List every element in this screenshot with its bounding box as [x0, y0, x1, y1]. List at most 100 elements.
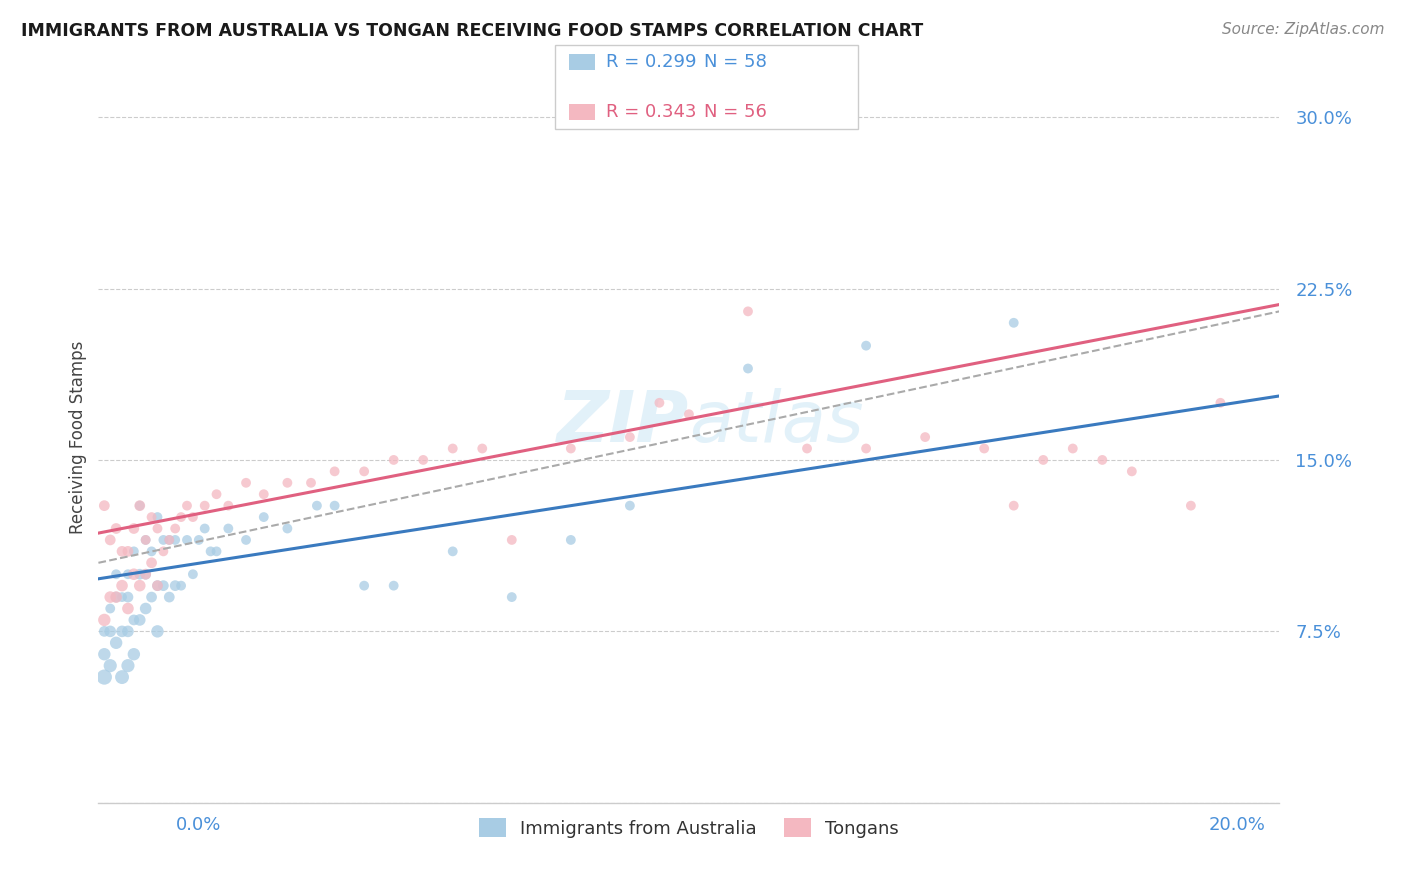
Point: [122, 544, 145, 558]
Point: [111, 624, 134, 639]
Text: R = 0.299: R = 0.299: [606, 53, 696, 70]
Point: [122, 613, 145, 627]
Point: [157, 533, 180, 547]
Point: [117, 590, 139, 604]
Point: [165, 533, 187, 547]
Point: [1032, 453, 1054, 467]
Point: [441, 442, 464, 456]
Point: [111, 579, 134, 593]
Point: [117, 658, 139, 673]
Text: Source: ZipAtlas.com: Source: ZipAtlas.com: [1222, 22, 1385, 37]
Point: [98, 601, 121, 615]
Text: IMMIGRANTS FROM AUSTRALIA VS TONGAN RECEIVING FOOD STAMPS CORRELATION CHART: IMMIGRANTS FROM AUSTRALIA VS TONGAN RECE…: [21, 22, 924, 40]
Point: [152, 579, 174, 593]
Point: [128, 499, 150, 513]
Point: [93, 613, 115, 627]
Point: [181, 567, 204, 582]
Point: [181, 510, 204, 524]
Point: [194, 521, 217, 535]
Point: [1062, 442, 1084, 456]
Point: [253, 510, 276, 524]
Point: [235, 533, 257, 547]
Text: 0.0%: 0.0%: [176, 816, 221, 834]
Text: 20.0%: 20.0%: [1209, 816, 1265, 834]
Point: [353, 579, 375, 593]
Point: [619, 430, 641, 444]
Point: [93, 499, 115, 513]
Point: [217, 499, 239, 513]
Point: [146, 624, 169, 639]
Point: [141, 556, 163, 570]
Point: [117, 567, 139, 582]
Point: [122, 647, 145, 661]
Point: [205, 487, 228, 501]
Point: [1209, 396, 1232, 410]
Point: [323, 464, 346, 478]
Point: [382, 453, 405, 467]
Point: [914, 430, 936, 444]
Point: [135, 533, 157, 547]
Point: [93, 624, 115, 639]
Point: [276, 475, 298, 490]
Point: [1091, 453, 1114, 467]
Point: [187, 533, 209, 547]
Point: [200, 544, 222, 558]
Point: [146, 521, 169, 535]
Point: [165, 521, 187, 535]
Point: [170, 579, 193, 593]
Point: [471, 442, 494, 456]
Point: [1180, 499, 1202, 513]
Point: [128, 613, 150, 627]
Point: [111, 590, 134, 604]
Point: [98, 590, 121, 604]
Point: [117, 601, 139, 615]
Point: [141, 544, 163, 558]
Legend: Immigrants from Australia, Tongans: Immigrants from Australia, Tongans: [471, 811, 907, 845]
Point: [157, 590, 180, 604]
Point: [176, 533, 198, 547]
Point: [98, 533, 121, 547]
Point: [323, 499, 346, 513]
Point: [146, 579, 169, 593]
Text: R = 0.343: R = 0.343: [606, 103, 696, 121]
Point: [176, 499, 198, 513]
Point: [128, 579, 150, 593]
Point: [128, 499, 150, 513]
Point: [253, 487, 276, 501]
Point: [560, 442, 582, 456]
Point: [1002, 316, 1025, 330]
Point: [117, 624, 139, 639]
Point: [194, 499, 217, 513]
Y-axis label: Receiving Food Stamps: Receiving Food Stamps: [69, 341, 87, 533]
Point: [648, 396, 671, 410]
Point: [122, 567, 145, 582]
Point: [98, 624, 121, 639]
Point: [619, 499, 641, 513]
Point: [135, 533, 157, 547]
Point: [1002, 499, 1025, 513]
Point: [737, 304, 759, 318]
Point: [152, 544, 174, 558]
Point: [135, 567, 157, 582]
Point: [305, 499, 328, 513]
Point: [146, 510, 169, 524]
Point: [412, 453, 434, 467]
Point: [141, 510, 163, 524]
Point: [111, 670, 134, 684]
Point: [157, 533, 180, 547]
Point: [105, 521, 128, 535]
Point: [93, 647, 115, 661]
Point: [105, 590, 128, 604]
Point: [501, 590, 523, 604]
Point: [122, 521, 145, 535]
Point: [235, 475, 257, 490]
Point: [111, 544, 134, 558]
Point: [105, 636, 128, 650]
Point: [276, 521, 298, 535]
Point: [170, 510, 193, 524]
Point: [105, 590, 128, 604]
Point: [135, 601, 157, 615]
Point: [678, 407, 700, 421]
Point: [117, 544, 139, 558]
Point: [93, 670, 115, 684]
